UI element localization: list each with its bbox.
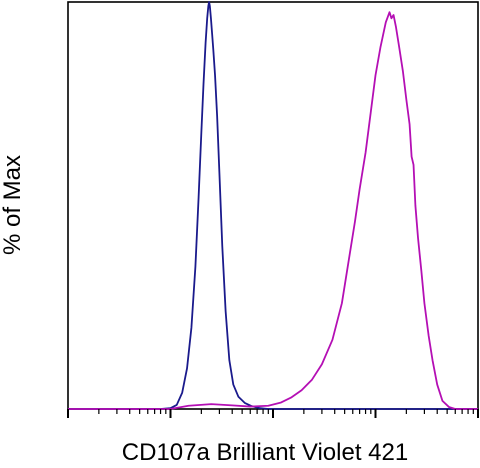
plot-frame — [67, 1, 479, 410]
histogram-series-2 — [68, 11, 478, 410]
plot-area — [67, 1, 479, 418]
x-axis-label: CD107a Brilliant Violet 421 — [122, 439, 408, 466]
histogram-series-1 — [68, 1, 478, 410]
y-axis-label: % of Max — [0, 155, 26, 255]
